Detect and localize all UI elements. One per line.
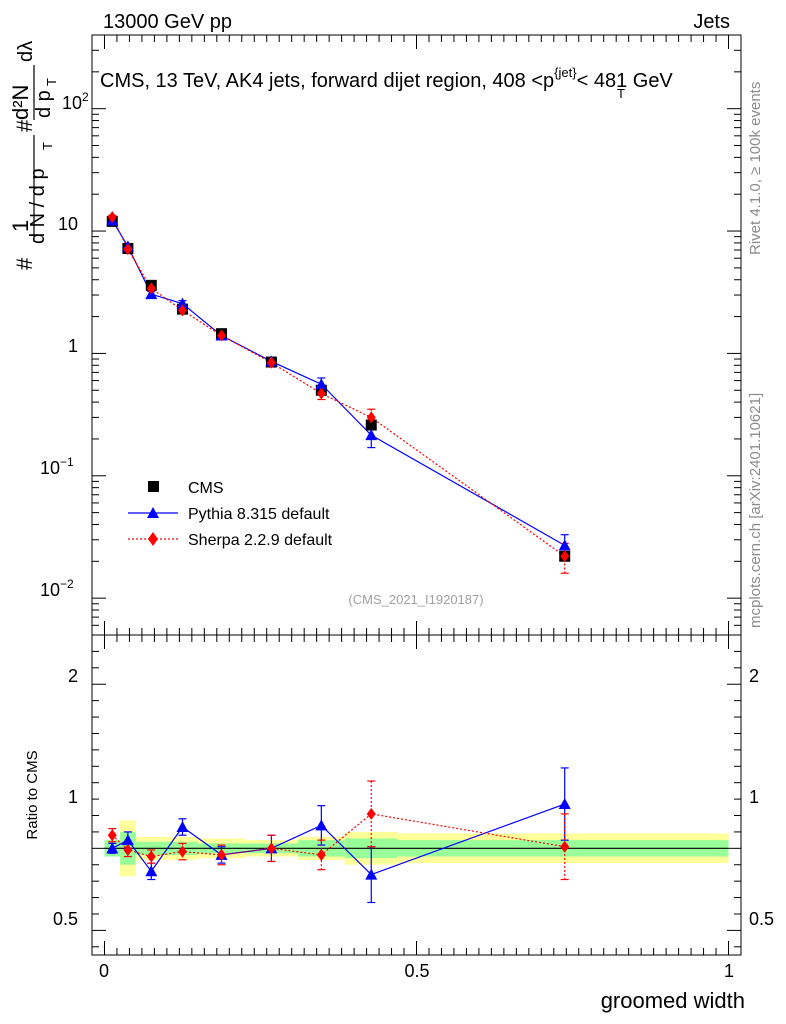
ytick-label-10: 10 (58, 214, 78, 234)
legend-label-sherpa: Sherpa 2.2.9 default (188, 532, 333, 549)
ratio-y-axis-label: Ratio to CMS (24, 750, 41, 839)
sherpa-point (107, 211, 117, 224)
sherpa-point (266, 356, 276, 369)
svg-text:d p: d p (33, 90, 55, 118)
svg-text:T: T (40, 142, 55, 150)
ratio-sherpa-point (123, 843, 133, 856)
xtick-label-1: 1 (724, 961, 734, 981)
main-y-tick-labels: 102 10 1 10−1 10−2 (40, 90, 89, 600)
ratio-sherpa-point (316, 848, 326, 861)
ratio-uncertainty-bands (104, 820, 729, 877)
ytick-label-100: 102 (62, 90, 89, 113)
svg-text:#: # (12, 119, 37, 132)
svg-text:d²N: d²N (8, 85, 33, 120)
energy-label: 13000 GeV pp (103, 11, 232, 33)
ratio-pythia-point (121, 834, 134, 846)
ratio-sherpa-point (560, 840, 570, 853)
ratio-plot-frame (91, 634, 742, 956)
main-y-axis-label: # 1 d N / d p T # d²N d p T dλ (8, 41, 59, 270)
sherpa-point (146, 282, 156, 295)
ratio-sherpa-point (177, 845, 187, 858)
plot-title: CMS, 13 TeV, AK4 jets, forward dijet reg… (100, 65, 673, 92)
svg-text:T: T (44, 78, 59, 86)
axis-ticks (92, 34, 741, 955)
sherpa-point (123, 243, 133, 256)
svg-text:d N / d p: d N / d p (27, 168, 49, 244)
ratio-sherpa-point (146, 850, 156, 863)
sherpa-point (216, 329, 226, 342)
svg-text:1: 1 (8, 220, 33, 232)
sherpa-point (366, 411, 376, 424)
ratio-ytick-label-right-1: 1 (749, 787, 759, 807)
ratio-y-tick-labels: 2 1 0.5 2 1 0.5 (53, 666, 774, 929)
pythia-point (558, 539, 571, 551)
sherpa-line (111, 216, 566, 557)
legend-marker-cms (148, 481, 159, 492)
ratio-ytick-label-1: 1 (68, 787, 78, 807)
pythia-point (365, 429, 378, 441)
plot-title-subscript: T (617, 86, 625, 101)
ratio-pythia-point (315, 819, 328, 831)
analysis-watermark: (CMS_2021_I1920187) (348, 592, 483, 607)
ytick-label-0.01: 10−2 (40, 577, 74, 600)
ratio-ytick-label-right-2: 2 (749, 666, 759, 686)
ratio-sherpa-point (366, 807, 376, 820)
legend-label-cms: CMS (188, 480, 224, 497)
ratio-pythia-point (145, 865, 158, 877)
rivet-label: Rivet 4.1.0, ≥ 100k events (747, 82, 764, 255)
svg-text:#: # (12, 257, 37, 270)
ytick-label-1: 1 (68, 336, 78, 356)
pythia-point (176, 297, 189, 309)
svg-text:dλ: dλ (15, 41, 37, 62)
pythia-point (315, 378, 328, 390)
ratio-pythia-point (558, 798, 571, 810)
ratio-sherpa-point (266, 842, 276, 855)
legend-marker-sherpa (148, 532, 158, 546)
pythia-line (111, 220, 566, 546)
ratio-ytick-label-right-0.5: 0.5 (749, 909, 774, 929)
legend-marker-pythia (147, 507, 159, 518)
ratio-pythia-point (176, 821, 189, 832)
mcplots-label: mcplots.cern.ch [arXiv:2401.10621] (747, 393, 764, 628)
sherpa-point (560, 550, 570, 563)
legend: CMS Pythia 8.315 default Sherpa 2.2.9 de… (128, 480, 333, 549)
ratio-ytick-label-0.5: 0.5 (53, 909, 78, 929)
x-tick-labels: 0 0.5 1 (99, 961, 734, 981)
xtick-label-0.5: 0.5 (404, 961, 429, 981)
ratio-ytick-label-2: 2 (68, 666, 78, 686)
legend-label-pythia: Pythia 8.315 default (188, 506, 330, 523)
ytick-label-0.1: 10−1 (40, 455, 74, 478)
ratio-pythia-point (106, 842, 119, 854)
x-axis-label: groomed width (601, 988, 745, 1013)
ratio-pythia-point (365, 868, 378, 880)
cms-point (365, 419, 377, 431)
data-marks (106, 211, 571, 904)
xtick-label-0: 0 (99, 961, 109, 981)
sherpa-point (177, 304, 187, 317)
ratio-sherpa-point (216, 848, 226, 861)
sherpa-point (316, 387, 326, 400)
jets-label: Jets (693, 11, 730, 33)
ratio-sherpa-point (107, 829, 117, 842)
